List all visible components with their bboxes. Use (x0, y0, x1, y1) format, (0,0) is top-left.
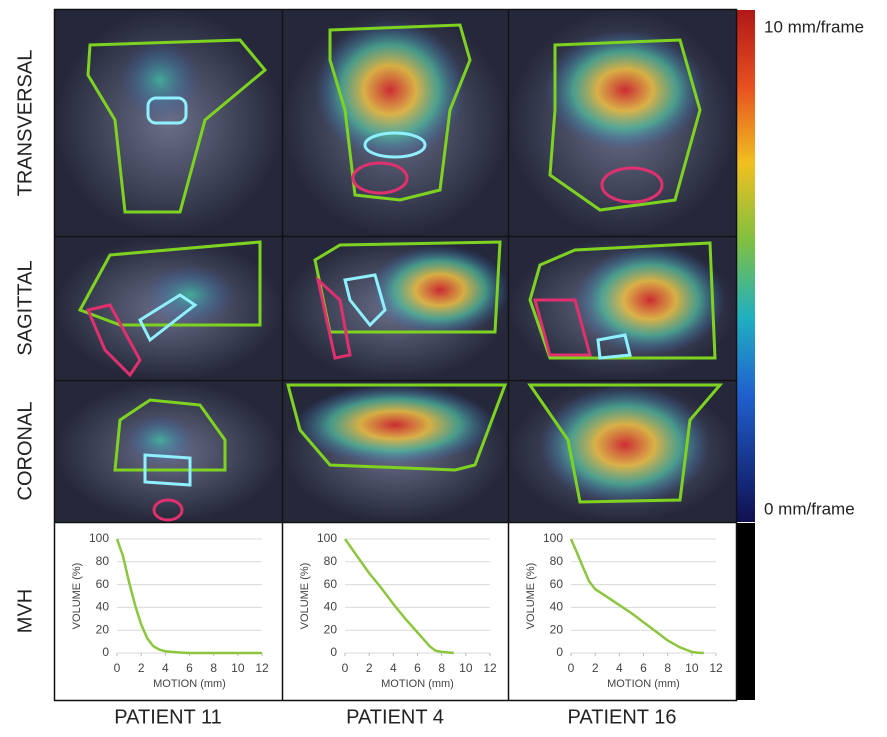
motion-overlay (295, 385, 495, 465)
mvh-line (343, 538, 454, 655)
mvh-line (569, 538, 704, 655)
contour (528, 241, 717, 360)
y-tick-label: 0 (102, 645, 109, 659)
x-tick-label: 8 (438, 661, 445, 675)
motion-overlay (545, 30, 705, 150)
x-tick-label: 10 (459, 661, 473, 675)
x-tick-label: 0 (342, 661, 349, 675)
x-tick-label: 12 (709, 661, 723, 675)
y-tick-label: 60 (550, 577, 564, 591)
x-tick-label: 4 (162, 661, 169, 675)
y-tick-label: 100 (543, 531, 563, 545)
contour (77, 240, 262, 327)
contour (85, 303, 142, 378)
x-tick-label: 0 (568, 661, 575, 675)
contour (548, 38, 702, 212)
y-axis-label: VOLUME (%) (71, 563, 83, 630)
contour (113, 398, 227, 472)
x-tick-label: 12 (255, 661, 269, 675)
y-tick-label: 40 (324, 600, 338, 614)
image-panels (55, 10, 755, 700)
contour (596, 333, 632, 360)
chart-cell (509, 523, 736, 700)
x-tick-label: 8 (210, 661, 217, 675)
x-tick-label: 4 (616, 661, 623, 675)
x-tick-label: 6 (414, 661, 421, 675)
row-label: TRANSVERSAL (14, 50, 36, 197)
contour (328, 23, 472, 202)
y-axis-label: VOLUME (%) (299, 563, 311, 630)
contour (600, 166, 664, 204)
y-tick-label: 80 (550, 554, 564, 568)
contour (363, 131, 427, 159)
y-tick-label: 0 (330, 645, 337, 659)
x-tick-label: 0 (114, 661, 121, 675)
x-tick-label: 10 (231, 661, 245, 675)
row-label: MVH (14, 589, 36, 633)
x-axis-label: MOTION (mm) (607, 678, 680, 690)
contour (143, 453, 192, 487)
colorbar-foot (737, 523, 755, 700)
y-tick-label: 100 (317, 531, 337, 545)
x-tick-label: 8 (664, 661, 671, 675)
contour (152, 498, 184, 522)
motion-overlay (145, 265, 235, 325)
row-label: CORONAL (14, 402, 36, 501)
y-tick-label: 40 (550, 600, 564, 614)
y-tick-label: 20 (96, 622, 110, 636)
y-tick-label: 100 (89, 531, 109, 545)
y-tick-label: 20 (324, 622, 338, 636)
x-tick-label: 12 (483, 661, 497, 675)
x-tick-label: 2 (366, 661, 373, 675)
colorbar-max-label: 10 mm/frame (764, 17, 864, 36)
colorbar-min-label: 0 mm/frame (764, 499, 855, 518)
x-tick-label: 2 (592, 661, 599, 675)
x-tick-label: 6 (640, 661, 647, 675)
motion-overlay (125, 415, 195, 465)
y-tick-label: 80 (324, 554, 338, 568)
y-tick-label: 0 (556, 645, 563, 659)
y-tick-label: 40 (96, 600, 110, 614)
x-tick-label: 6 (186, 661, 193, 675)
colorbar (737, 10, 755, 522)
y-axis-label: VOLUME (%) (525, 563, 537, 630)
y-tick-label: 60 (96, 577, 110, 591)
chart-cell (55, 523, 282, 700)
x-axis-label: MOTION (mm) (381, 678, 454, 690)
contour (86, 38, 268, 214)
motion-overlay (370, 245, 510, 335)
motion-overlay (575, 245, 725, 355)
x-tick-label: 4 (390, 661, 397, 675)
motion-overlay (540, 385, 710, 505)
contour (146, 96, 188, 125)
row-label: SAGITTAL (14, 260, 36, 355)
y-tick-label: 60 (324, 577, 338, 591)
motion-overlay (315, 20, 465, 160)
contour (343, 273, 387, 328)
y-tick-label: 20 (550, 622, 564, 636)
contour (315, 275, 352, 360)
contour (286, 383, 508, 472)
x-axis-label: MOTION (mm) (153, 678, 226, 690)
column-label: PATIENT 11 (114, 706, 221, 728)
chart-cell (283, 523, 508, 700)
y-tick-label: 80 (96, 554, 110, 568)
grid-frame (53, 8, 738, 702)
x-tick-label: 10 (685, 661, 699, 675)
motion-overlay (120, 40, 200, 120)
mvh-line (115, 538, 262, 655)
contour (533, 298, 592, 357)
column-label: PATIENT 4 (346, 706, 444, 728)
contour (527, 383, 724, 504)
x-tick-label: 2 (138, 661, 145, 675)
contour (351, 161, 409, 195)
column-label: PATIENT 16 (568, 706, 677, 728)
contour (138, 293, 198, 343)
